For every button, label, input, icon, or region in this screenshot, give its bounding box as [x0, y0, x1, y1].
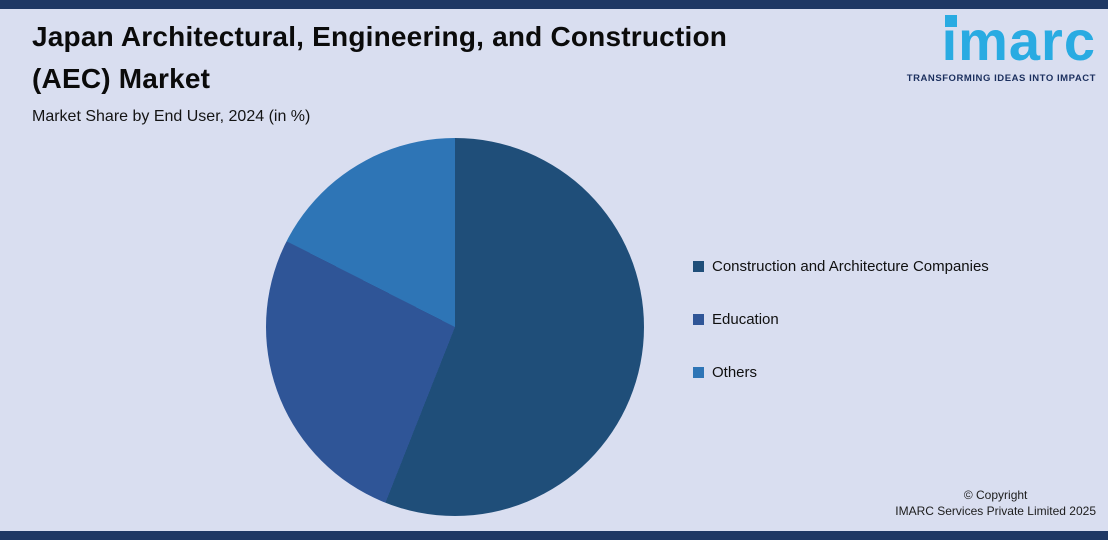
logo-square-dot-icon [944, 15, 957, 27]
legend-swatch-icon [693, 367, 704, 378]
header: Japan Architectural, Engineering, and Co… [32, 16, 832, 126]
legend-swatch-icon [693, 261, 704, 272]
legend-label: Education [712, 311, 779, 328]
legend-label: Others [712, 364, 758, 381]
legend-item-education: Education [693, 311, 989, 328]
legend-swatch-icon [693, 314, 704, 325]
copyright-line-1: © Copyright [963, 488, 1028, 502]
copyright-line-2: IMARC Services Private Limited 2025 [895, 504, 1096, 518]
logo-tagline: TRANSFORMING IDEAS INTO IMPACT [906, 73, 1096, 84]
copyright-notice: © Copyright IMARC Services Private Limit… [895, 487, 1096, 519]
page-title: Japan Architectural, Engineering, and Co… [32, 16, 832, 100]
page-subtitle: Market Share by End User, 2024 (in %) [32, 108, 311, 125]
page-title-line-2: (AEC) Market [32, 63, 211, 94]
chart-legend: Construction and Architecture Companies … [693, 258, 989, 417]
logo-text: imarc [941, 9, 1096, 72]
top-border-bar [0, 0, 1108, 9]
legend-label: Construction and Architecture Companies [712, 258, 989, 275]
bottom-border-bar [0, 531, 1108, 540]
legend-item-others: Others [693, 364, 989, 381]
page-title-line-1: Japan Architectural, Engineering, and Co… [32, 21, 728, 52]
legend-item-construction-and-architecture-companies: Construction and Architecture Companies [693, 258, 989, 275]
imarc-logo: imarc TRANSFORMING IDEAS INTO IMPACT [864, 10, 1096, 85]
logo-wordmark: imarc [942, 10, 1096, 72]
pie-chart [266, 138, 644, 516]
